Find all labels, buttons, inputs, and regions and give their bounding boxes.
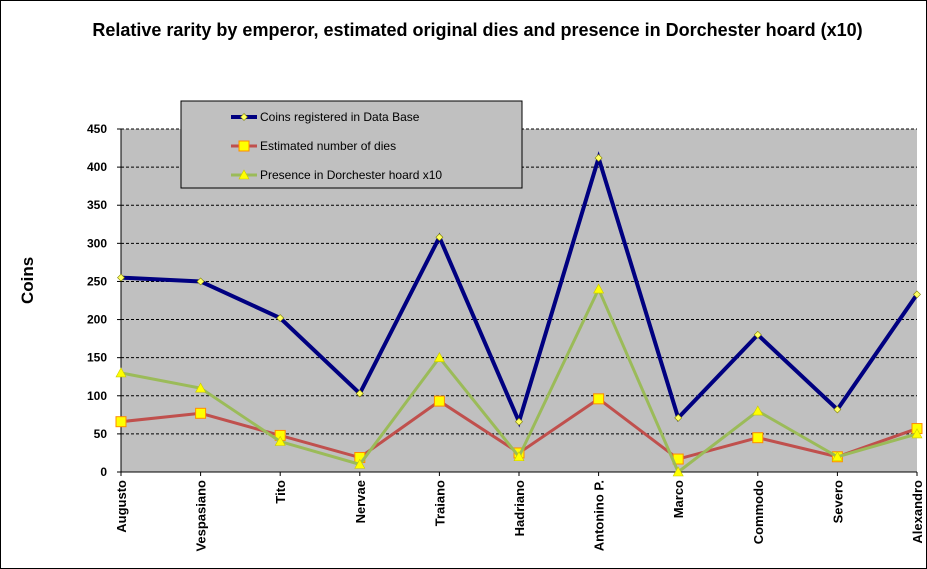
- series-3: [115, 283, 923, 477]
- data-point-diamond: [435, 233, 444, 242]
- data-point-square: [195, 407, 207, 419]
- data-point-square: [752, 432, 764, 444]
- data-point-diamond: [594, 154, 603, 162]
- axes: 0 50 100 150 200 250 300 350 400 450 Augusto Vespas…: [87, 122, 925, 552]
- y-tick-label: 100: [87, 389, 107, 403]
- data-point-diamond: [753, 330, 762, 339]
- data-point-square: [593, 393, 605, 405]
- data-point-triangle: [195, 382, 207, 393]
- data-point-triangle: [831, 451, 843, 462]
- legend: Coins registered in Data Base Estimated n…: [180, 100, 523, 189]
- chart-title: Relative rarity by emperor, estimated or…: [92, 20, 863, 40]
- data-point-diamond: [515, 417, 523, 426]
- x-tick-label: Alexandro: [910, 480, 925, 544]
- data-point-triangle: [513, 451, 525, 462]
- x-tick-label: Nervae: [353, 480, 368, 523]
- data-point-square: [433, 395, 445, 407]
- x-tick-label: Severo: [830, 480, 845, 523]
- y-tick-label: 250: [87, 274, 107, 288]
- data-point-triangle: [115, 367, 127, 378]
- x-tick-label: Vespasiano: [194, 480, 209, 552]
- x-tick-label: Augusto: [114, 480, 129, 533]
- data-point-diamond: [117, 273, 125, 282]
- data-point-triangle: [433, 352, 445, 362]
- data-point-triangle: [238, 169, 250, 180]
- x-tick-label: Hadriano: [512, 480, 527, 536]
- x-tick-label: Commodo: [751, 480, 766, 544]
- data-point-triangle: [911, 428, 923, 439]
- x-tick-label: Traiano: [432, 480, 447, 526]
- series-1: [117, 151, 921, 428]
- data-point-diamond: [196, 277, 205, 286]
- data-point-diamond: [240, 113, 248, 121]
- data-point-triangle: [274, 435, 286, 446]
- data-point-triangle: [593, 283, 605, 294]
- data-point-diamond: [276, 314, 285, 322]
- y-tick-label: 50: [94, 427, 108, 441]
- y-tick-label: 450: [87, 122, 107, 136]
- x-tick-label: Antonino P.: [592, 480, 607, 551]
- legend-label: Presence in Dorchester hoard x10: [260, 168, 442, 182]
- data-point-diamond: [355, 389, 364, 398]
- data-point-square: [238, 140, 250, 152]
- x-tick-label: Tito: [273, 480, 288, 504]
- y-tick-label: 400: [87, 160, 107, 174]
- legend-label: Coins registered in Data Base: [260, 110, 420, 124]
- data-point-triangle: [354, 458, 366, 469]
- data-point-square: [115, 416, 127, 428]
- data-point-triangle: [752, 405, 764, 416]
- y-tick-label: 0: [100, 465, 107, 479]
- legend-label: Estimated number of dies: [260, 139, 396, 153]
- data-point-diamond: [833, 405, 842, 414]
- data-point-diamond: [913, 290, 921, 299]
- y-tick-label: 200: [87, 313, 107, 327]
- series-layer: [115, 151, 923, 477]
- y-tick-label: 150: [87, 351, 107, 365]
- x-tick-label: Marco: [671, 480, 686, 518]
- y-tick-label: 300: [87, 236, 107, 250]
- data-point-triangle: [672, 466, 684, 477]
- y-tick-label: 350: [87, 198, 107, 212]
- data-point-diamond: [674, 413, 683, 422]
